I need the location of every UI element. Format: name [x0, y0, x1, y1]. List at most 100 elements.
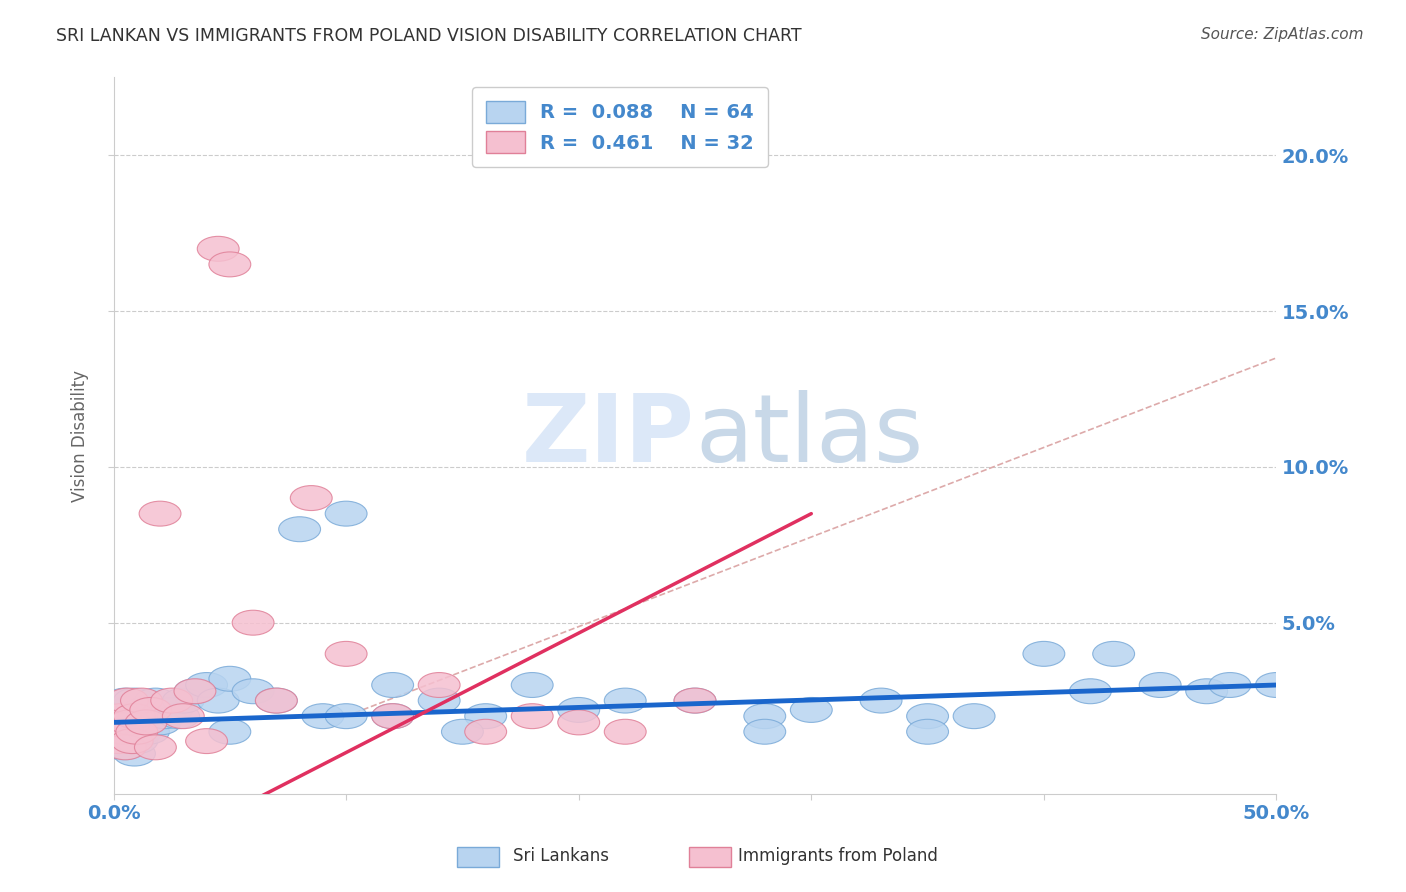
- Ellipse shape: [108, 710, 150, 735]
- Ellipse shape: [465, 704, 506, 729]
- Ellipse shape: [512, 704, 553, 729]
- Ellipse shape: [100, 704, 142, 729]
- Ellipse shape: [174, 679, 217, 704]
- Text: SRI LANKAN VS IMMIGRANTS FROM POLAND VISION DISABILITY CORRELATION CHART: SRI LANKAN VS IMMIGRANTS FROM POLAND VIS…: [56, 27, 801, 45]
- Ellipse shape: [162, 704, 204, 729]
- Text: Immigrants from Poland: Immigrants from Poland: [738, 847, 938, 865]
- Ellipse shape: [1024, 641, 1064, 666]
- Ellipse shape: [325, 641, 367, 666]
- Ellipse shape: [104, 735, 146, 760]
- Ellipse shape: [1209, 673, 1251, 698]
- Ellipse shape: [558, 710, 599, 735]
- Ellipse shape: [197, 688, 239, 713]
- Ellipse shape: [125, 710, 167, 735]
- Ellipse shape: [108, 719, 150, 744]
- Ellipse shape: [325, 704, 367, 729]
- Ellipse shape: [371, 704, 413, 729]
- Text: Source: ZipAtlas.com: Source: ZipAtlas.com: [1201, 27, 1364, 42]
- Ellipse shape: [256, 688, 297, 713]
- Ellipse shape: [114, 704, 156, 729]
- Ellipse shape: [150, 698, 193, 723]
- Ellipse shape: [860, 688, 903, 713]
- Ellipse shape: [107, 710, 149, 735]
- Ellipse shape: [97, 719, 139, 744]
- Ellipse shape: [97, 698, 139, 723]
- Ellipse shape: [107, 688, 149, 713]
- Ellipse shape: [114, 741, 156, 766]
- Y-axis label: Vision Disability: Vision Disability: [72, 370, 89, 502]
- Ellipse shape: [673, 688, 716, 713]
- Ellipse shape: [111, 729, 153, 754]
- Text: Sri Lankans: Sri Lankans: [513, 847, 609, 865]
- Ellipse shape: [122, 698, 165, 723]
- Ellipse shape: [129, 698, 172, 723]
- Ellipse shape: [744, 719, 786, 744]
- Ellipse shape: [129, 704, 172, 729]
- Ellipse shape: [135, 688, 176, 713]
- Ellipse shape: [209, 252, 250, 277]
- Ellipse shape: [605, 719, 647, 744]
- Ellipse shape: [209, 719, 250, 744]
- Ellipse shape: [115, 729, 157, 754]
- Ellipse shape: [118, 704, 160, 729]
- Ellipse shape: [114, 688, 156, 713]
- Ellipse shape: [209, 666, 250, 691]
- Ellipse shape: [278, 516, 321, 541]
- Ellipse shape: [96, 704, 136, 729]
- Ellipse shape: [197, 236, 239, 261]
- Ellipse shape: [186, 729, 228, 754]
- Ellipse shape: [232, 610, 274, 635]
- Ellipse shape: [465, 719, 506, 744]
- Ellipse shape: [1139, 673, 1181, 698]
- Ellipse shape: [907, 719, 949, 744]
- Ellipse shape: [143, 704, 186, 729]
- Ellipse shape: [673, 688, 716, 713]
- Ellipse shape: [1092, 641, 1135, 666]
- Ellipse shape: [115, 710, 157, 735]
- Ellipse shape: [107, 698, 149, 723]
- Ellipse shape: [907, 704, 949, 729]
- Ellipse shape: [139, 501, 181, 526]
- Ellipse shape: [302, 704, 344, 729]
- Ellipse shape: [953, 704, 995, 729]
- Ellipse shape: [121, 688, 162, 713]
- Ellipse shape: [1185, 679, 1227, 704]
- Ellipse shape: [1070, 679, 1111, 704]
- Ellipse shape: [111, 704, 153, 729]
- Ellipse shape: [605, 688, 647, 713]
- Ellipse shape: [125, 710, 167, 735]
- Ellipse shape: [174, 679, 217, 704]
- Ellipse shape: [290, 485, 332, 510]
- Ellipse shape: [256, 688, 297, 713]
- Ellipse shape: [150, 688, 193, 713]
- Ellipse shape: [100, 710, 142, 735]
- Ellipse shape: [115, 719, 157, 744]
- Text: ZIP: ZIP: [522, 390, 695, 482]
- Ellipse shape: [139, 710, 181, 735]
- Ellipse shape: [418, 673, 460, 698]
- Ellipse shape: [325, 501, 367, 526]
- Ellipse shape: [100, 729, 142, 754]
- Ellipse shape: [1256, 673, 1298, 698]
- Ellipse shape: [232, 679, 274, 704]
- Ellipse shape: [790, 698, 832, 723]
- Ellipse shape: [512, 673, 553, 698]
- Legend: R =  0.088    N = 64, R =  0.461    N = 32: R = 0.088 N = 64, R = 0.461 N = 32: [472, 87, 768, 167]
- Ellipse shape: [101, 719, 143, 744]
- Ellipse shape: [111, 729, 153, 754]
- Ellipse shape: [104, 688, 146, 713]
- Ellipse shape: [418, 688, 460, 713]
- Ellipse shape: [128, 719, 169, 744]
- Ellipse shape: [97, 729, 139, 754]
- Ellipse shape: [121, 719, 162, 744]
- Text: atlas: atlas: [695, 390, 924, 482]
- Ellipse shape: [96, 710, 136, 735]
- Ellipse shape: [371, 704, 413, 729]
- Ellipse shape: [101, 716, 143, 741]
- Ellipse shape: [558, 698, 599, 723]
- Ellipse shape: [135, 735, 176, 760]
- Ellipse shape: [441, 719, 484, 744]
- Ellipse shape: [186, 673, 228, 698]
- Ellipse shape: [157, 704, 200, 729]
- Ellipse shape: [744, 704, 786, 729]
